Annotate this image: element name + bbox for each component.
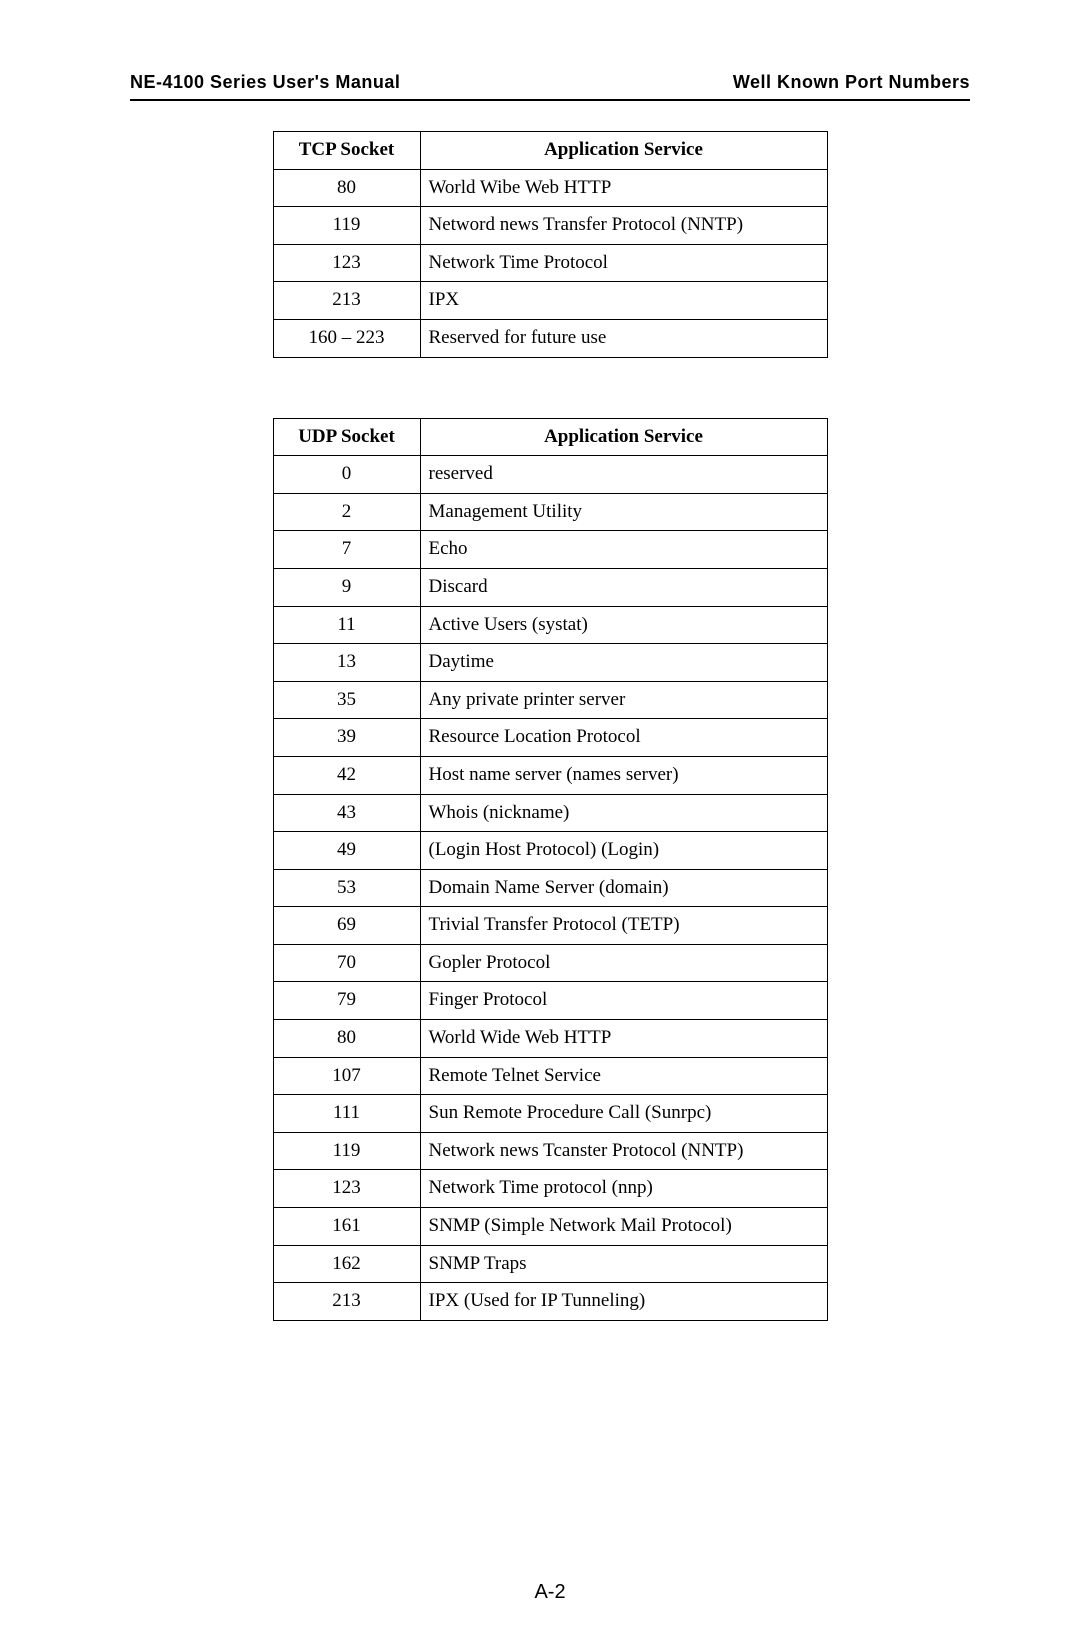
udp-service-cell: (Login Host Protocol) (Login) — [420, 832, 827, 870]
udp-row: 162SNMP Traps — [273, 1245, 827, 1283]
udp-row: 53Domain Name Server (domain) — [273, 869, 827, 907]
udp-row: 49(Login Host Protocol) (Login) — [273, 832, 827, 870]
udp-socket-cell: 0 — [273, 456, 420, 494]
udp-socket-cell: 42 — [273, 756, 420, 794]
udp-row: 213IPX (Used for IP Tunneling) — [273, 1283, 827, 1321]
udp-service-cell: Host name server (names server) — [420, 756, 827, 794]
udp-socket-cell: 35 — [273, 681, 420, 719]
tcp-header-socket: TCP Socket — [273, 132, 420, 170]
udp-socket-cell: 162 — [273, 1245, 420, 1283]
udp-header-service: Application Service — [420, 418, 827, 456]
udp-socket-cell: 80 — [273, 1020, 420, 1058]
tcp-row: 123Network Time Protocol — [273, 244, 827, 282]
udp-service-cell: World Wide Web HTTP — [420, 1020, 827, 1058]
tcp-service-cell: Reserved for future use — [420, 319, 827, 357]
header-left: NE-4100 Series User's Manual — [130, 72, 400, 93]
udp-socket-cell: 119 — [273, 1132, 420, 1170]
udp-row: 79Finger Protocol — [273, 982, 827, 1020]
udp-service-cell: Active Users (systat) — [420, 606, 827, 644]
udp-row: 161SNMP (Simple Network Mail Protocol) — [273, 1208, 827, 1246]
udp-row: 35Any private printer server — [273, 681, 827, 719]
udp-socket-cell: 111 — [273, 1095, 420, 1133]
udp-service-cell: Sun Remote Procedure Call (Sunrpc) — [420, 1095, 827, 1133]
udp-socket-cell: 161 — [273, 1208, 420, 1246]
tcp-service-cell: Netword news Transfer Protocol (NNTP) — [420, 207, 827, 245]
tcp-row: 80World Wibe Web HTTP — [273, 169, 827, 207]
udp-row: 80World Wide Web HTTP — [273, 1020, 827, 1058]
udp-service-cell: Management Utility — [420, 493, 827, 531]
udp-row: 69Trivial Transfer Protocol (TETP) — [273, 907, 827, 945]
udp-row: 39Resource Location Protocol — [273, 719, 827, 757]
udp-service-cell: Echo — [420, 531, 827, 569]
udp-socket-cell: 43 — [273, 794, 420, 832]
udp-row: 119Network news Tcanster Protocol (NNTP) — [273, 1132, 827, 1170]
udp-socket-cell: 213 — [273, 1283, 420, 1321]
udp-service-cell: Remote Telnet Service — [420, 1057, 827, 1095]
udp-socket-cell: 69 — [273, 907, 420, 945]
udp-row: 43Whois (nickname) — [273, 794, 827, 832]
udp-socket-cell: 13 — [273, 644, 420, 682]
udp-service-cell: SNMP Traps — [420, 1245, 827, 1283]
udp-service-cell: Trivial Transfer Protocol (TETP) — [420, 907, 827, 945]
udp-socket-cell: 11 — [273, 606, 420, 644]
header-right: Well Known Port Numbers — [733, 72, 970, 93]
udp-socket-cell: 70 — [273, 944, 420, 982]
udp-socket-cell: 49 — [273, 832, 420, 870]
tcp-service-cell: IPX — [420, 282, 827, 320]
udp-service-cell: Network Time protocol (nnp) — [420, 1170, 827, 1208]
tcp-socket-cell: 160 – 223 — [273, 319, 420, 357]
udp-socket-cell: 79 — [273, 982, 420, 1020]
udp-service-cell: Any private printer server — [420, 681, 827, 719]
tcp-header-service: Application Service — [420, 132, 827, 170]
udp-socket-cell: 107 — [273, 1057, 420, 1095]
udp-service-cell: Gopler Protocol — [420, 944, 827, 982]
udp-socket-cell: 2 — [273, 493, 420, 531]
tcp-row: 160 – 223Reserved for future use — [273, 319, 827, 357]
udp-socket-cell: 123 — [273, 1170, 420, 1208]
tcp-service-cell: Network Time Protocol — [420, 244, 827, 282]
udp-row: 0reserved — [273, 456, 827, 494]
tcp-row: 119Netword news Transfer Protocol (NNTP) — [273, 207, 827, 245]
udp-service-cell: SNMP (Simple Network Mail Protocol) — [420, 1208, 827, 1246]
tcp-socket-cell: 119 — [273, 207, 420, 245]
udp-row: 9Discard — [273, 568, 827, 606]
tcp-row: 213IPX — [273, 282, 827, 320]
udp-service-cell: Daytime — [420, 644, 827, 682]
udp-service-cell: IPX (Used for IP Tunneling) — [420, 1283, 827, 1321]
udp-service-cell: reserved — [420, 456, 827, 494]
tcp-service-cell: World Wibe Web HTTP — [420, 169, 827, 207]
udp-service-cell: Domain Name Server (domain) — [420, 869, 827, 907]
udp-service-cell: Resource Location Protocol — [420, 719, 827, 757]
tcp-socket-cell: 80 — [273, 169, 420, 207]
udp-row: 2Management Utility — [273, 493, 827, 531]
page-number: A-2 — [130, 1581, 970, 1604]
tcp-socket-table: TCP Socket Application Service 80World W… — [273, 131, 828, 358]
page-header: NE-4100 Series User's Manual Well Known … — [130, 72, 970, 101]
udp-row: 111Sun Remote Procedure Call (Sunrpc) — [273, 1095, 827, 1133]
udp-row: 42Host name server (names server) — [273, 756, 827, 794]
udp-socket-cell: 9 — [273, 568, 420, 606]
udp-socket-cell: 39 — [273, 719, 420, 757]
udp-socket-table: UDP Socket Application Service 0reserved… — [273, 418, 828, 1321]
tcp-socket-cell: 213 — [273, 282, 420, 320]
udp-socket-cell: 7 — [273, 531, 420, 569]
udp-row: 107Remote Telnet Service — [273, 1057, 827, 1095]
udp-row: 11Active Users (systat) — [273, 606, 827, 644]
udp-header-socket: UDP Socket — [273, 418, 420, 456]
udp-service-cell: Finger Protocol — [420, 982, 827, 1020]
udp-row: 70Gopler Protocol — [273, 944, 827, 982]
udp-socket-cell: 53 — [273, 869, 420, 907]
udp-service-cell: Network news Tcanster Protocol (NNTP) — [420, 1132, 827, 1170]
udp-row: 7Echo — [273, 531, 827, 569]
udp-row: 123Network Time protocol (nnp) — [273, 1170, 827, 1208]
tcp-socket-cell: 123 — [273, 244, 420, 282]
udp-row: 13Daytime — [273, 644, 827, 682]
udp-service-cell: Whois (nickname) — [420, 794, 827, 832]
udp-service-cell: Discard — [420, 568, 827, 606]
